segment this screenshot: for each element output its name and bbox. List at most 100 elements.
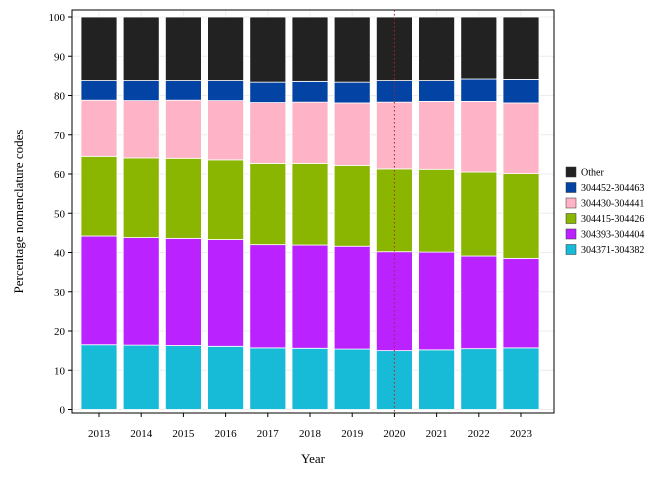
- bar-segment-304452-304463-2019: [333, 81, 371, 104]
- y-tick-label: 30: [54, 287, 66, 299]
- legend-swatch: [565, 197, 577, 209]
- bar-segment-304430-304441-2016: [207, 100, 245, 161]
- legend: Other 304452-304463 304430-304441 304415-30…: [565, 166, 644, 256]
- bar-segment-304393-304404-2018: [291, 244, 329, 349]
- bars: [80, 16, 540, 410]
- bar-segment-304393-304404-2013: [80, 235, 118, 346]
- y-axis-title: Percentage nomenclature codes: [11, 130, 26, 294]
- bar-segment-304371-304382-2019: [333, 348, 371, 410]
- bar-segment-304430-304441-2022: [460, 100, 498, 173]
- x-tick-label: 2016: [215, 428, 238, 440]
- x-tick-label: 2021: [426, 428, 448, 440]
- bar-segment-304415-304426-2013: [80, 155, 118, 237]
- y-tick-label: 10: [54, 365, 66, 377]
- x-tick-label: 2020: [383, 428, 406, 440]
- bar-segment-other-2022: [460, 16, 498, 80]
- bar-segment-304415-304426-2016: [207, 159, 245, 240]
- legend-label: 304415-304426: [581, 214, 644, 225]
- bar-segment-304452-304463-2017: [249, 81, 287, 103]
- bar-segment-other-2023: [502, 16, 540, 80]
- bar-segment-other-2019: [333, 16, 371, 83]
- bar-segment-304430-304441-2023: [502, 102, 540, 175]
- legend-swatch: [565, 182, 577, 193]
- bar-segment-304415-304426-2015: [164, 157, 202, 239]
- plot-frame: [71, 9, 555, 414]
- y-tick-label: 40: [54, 248, 66, 260]
- x-tick-label: 2014: [130, 428, 153, 440]
- legend-swatch: [565, 244, 577, 255]
- bar-segment-304452-304463-2018: [291, 80, 329, 103]
- x-tick-label: 2013: [88, 428, 111, 440]
- bar-segment-304371-304382-2017: [249, 347, 287, 410]
- bar-segment-304371-304382-2013: [80, 344, 118, 410]
- x-tick-label: 2017: [257, 428, 280, 440]
- legend-label: 304430-304441: [581, 199, 644, 210]
- bar-segment-304415-304426-2014: [122, 157, 160, 238]
- bar-segment-304452-304463-2023: [502, 79, 540, 104]
- bar-segment-304430-304441-2021: [418, 100, 456, 170]
- bar-segment-304371-304382-2020: [375, 350, 413, 410]
- y-tick-label: 90: [54, 51, 66, 63]
- bar-segment-other-2013: [80, 16, 118, 81]
- legend-label: 304371-304382: [581, 245, 644, 256]
- bar-segment-304430-304441-2019: [333, 102, 371, 166]
- bar-segment-304452-304463-2013: [80, 80, 118, 101]
- bar-segment-304393-304404-2021: [418, 251, 456, 351]
- bar-segment-304452-304463-2014: [122, 80, 160, 102]
- bar-segment-304371-304382-2015: [164, 345, 202, 410]
- bar-segment-other-2017: [249, 16, 287, 83]
- x-tick-label: 2015: [172, 428, 195, 440]
- x-tick-label: 2019: [341, 428, 364, 440]
- bar-segment-304393-304404-2023: [502, 257, 540, 349]
- bar-segment-304430-304441-2017: [249, 102, 287, 164]
- legend-swatch: [565, 228, 577, 240]
- bar-segment-304371-304382-2021: [418, 349, 456, 410]
- x-tick-label: 2018: [299, 428, 322, 440]
- bar-segment-304393-304404-2019: [333, 245, 371, 350]
- bar-segment-other-2015: [164, 16, 202, 81]
- x-tick-label: 2022: [468, 428, 490, 440]
- bar-segment-304430-304441-2015: [164, 99, 202, 159]
- bar-segment-304415-304426-2018: [291, 163, 329, 246]
- legend-swatch: [565, 213, 577, 224]
- bar-segment-other-2018: [291, 16, 329, 82]
- bar-segment-other-2014: [122, 16, 160, 81]
- bar-segment-other-2021: [418, 16, 456, 81]
- bar-segment-304452-304463-2016: [207, 80, 245, 102]
- bar-segment-304430-304441-2013: [80, 99, 118, 157]
- y-tick-label: 70: [54, 130, 66, 142]
- bar-segment-304393-304404-2015: [164, 237, 202, 346]
- bar-segment-304452-304463-2021: [418, 80, 456, 102]
- y-tick-label: 60: [54, 169, 66, 181]
- bar-segment-304415-304426-2023: [502, 173, 540, 259]
- bar-segment-304430-304441-2014: [122, 100, 160, 159]
- y-tick-label: 20: [54, 326, 66, 338]
- bar-segment-304415-304426-2022: [460, 171, 498, 257]
- y-tick-label: 100: [49, 12, 66, 24]
- bar-segment-304393-304404-2022: [460, 255, 498, 350]
- bar-segment-304430-304441-2018: [291, 101, 329, 164]
- legend-label: 304452-304463: [581, 183, 644, 194]
- x-tick-label: 2023: [510, 428, 533, 440]
- x-axis-title: Year: [301, 451, 326, 466]
- bar-segment-304452-304463-2022: [460, 78, 498, 102]
- bar-segment-304371-304382-2022: [460, 348, 498, 410]
- bar-segment-304393-304404-2014: [122, 237, 160, 346]
- axes: 0 10 20 30 40 50 60 70 80 90 100 2013 2014 2015 2016 20…: [11, 9, 555, 466]
- bar-segment-304415-304426-2017: [249, 163, 287, 246]
- legend-swatch: [565, 166, 577, 178]
- y-tick-label: 50: [54, 208, 66, 220]
- y-tick-label: 0: [60, 405, 66, 417]
- bar-segment-304415-304426-2019: [333, 164, 371, 247]
- bar-segment-other-2016: [207, 16, 245, 81]
- bar-segment-304452-304463-2015: [164, 80, 202, 101]
- y-tick-label: 80: [54, 91, 66, 103]
- bar-segment-304371-304382-2023: [502, 347, 540, 410]
- bar-segment-304415-304426-2021: [418, 168, 456, 253]
- legend-label: Other: [581, 168, 604, 179]
- bar-segment-304393-304404-2017: [249, 244, 287, 349]
- bar-segment-304371-304382-2016: [207, 345, 245, 410]
- bar-segment-304371-304382-2014: [122, 344, 160, 410]
